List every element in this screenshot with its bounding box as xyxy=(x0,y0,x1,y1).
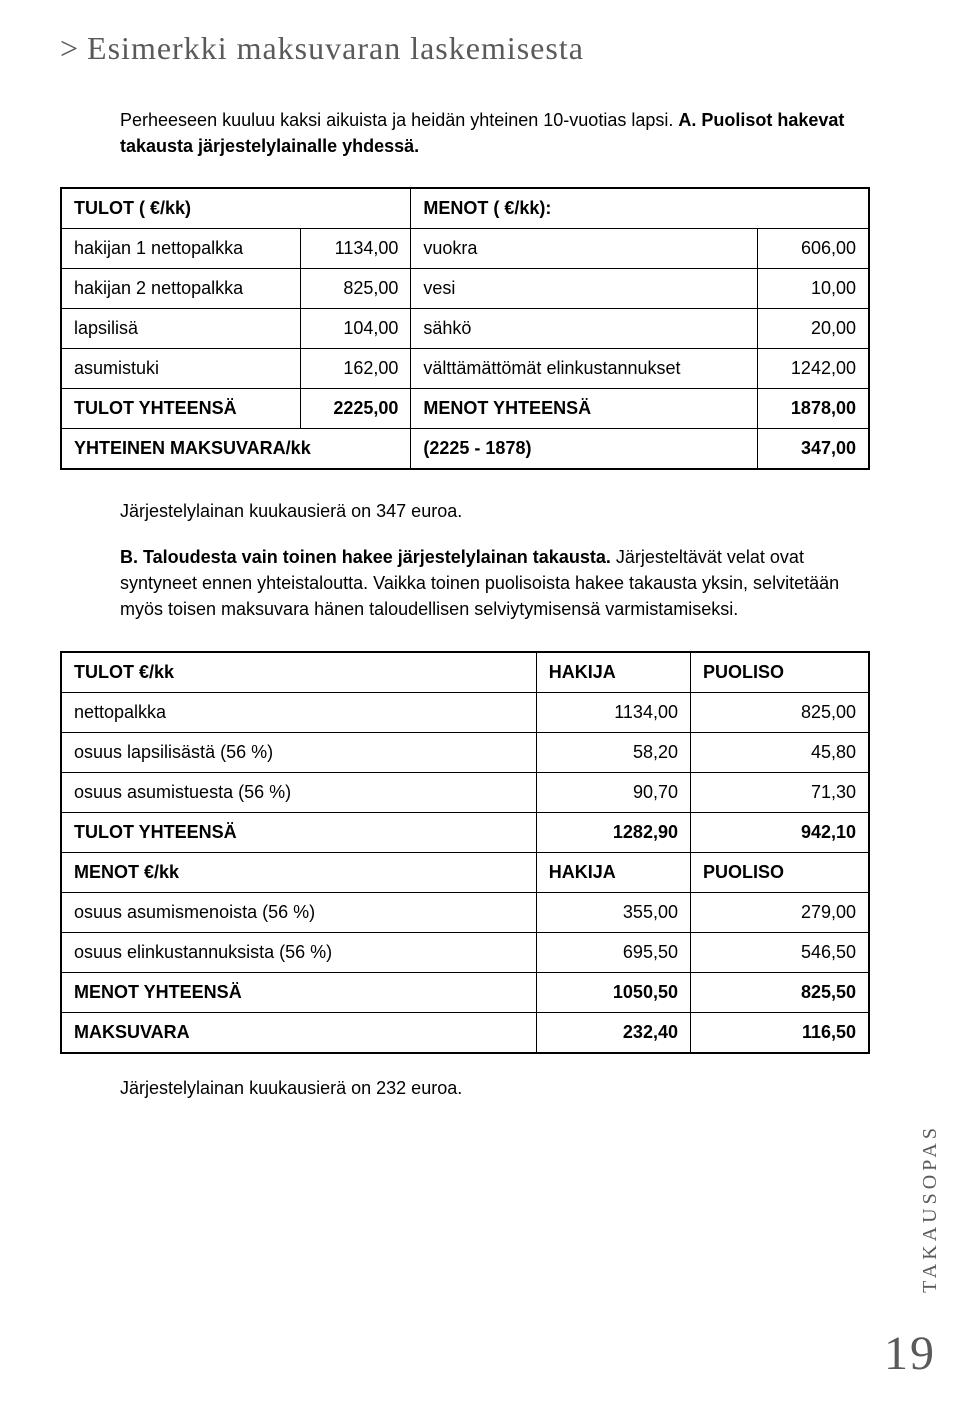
table-row-summary: YHTEINEN MAKSUVARA/kk (2225 - 1878) 347,… xyxy=(61,429,869,470)
cell-total-label: MENOT YHTEENSÄ xyxy=(411,389,758,429)
cell-value: 695,50 xyxy=(536,932,690,972)
intro-text: Perheeseen kuuluu kaksi aikuista ja heid… xyxy=(120,110,678,130)
cell-summary-calc: (2225 - 1878) xyxy=(411,429,758,470)
cell-value: 116,50 xyxy=(690,1012,869,1053)
t1-right-header: MENOT ( €/kk): xyxy=(411,188,869,229)
closing-text: Järjestelylainan kuukausierä on 232 euro… xyxy=(120,1078,870,1099)
cell-header: MENOT €/kk xyxy=(61,852,536,892)
cell-label: lapsilisä xyxy=(61,309,300,349)
table-row: osuus lapsilisästä (56 %) 58,20 45,80 xyxy=(61,732,869,772)
cell-value: 1134,00 xyxy=(536,692,690,732)
table-row: hakijan 2 nettopalkka 825,00 vesi 10,00 xyxy=(61,269,869,309)
cell-total-value: 2225,00 xyxy=(300,389,411,429)
table-row-total: MENOT YHTEENSÄ 1050,50 825,50 xyxy=(61,972,869,1012)
cell-value: 1134,00 xyxy=(300,229,411,269)
cell-value: 942,10 xyxy=(690,812,869,852)
cell-value: 825,50 xyxy=(690,972,869,1012)
mid-bold: B. Taloudesta vain toinen hakee järjeste… xyxy=(120,547,611,567)
table-row: hakijan 1 nettopalkka 1134,00 vuokra 606… xyxy=(61,229,869,269)
table-example-a: TULOT ( €/kk) MENOT ( €/kk): hakijan 1 n… xyxy=(60,187,870,470)
cell-label: asumistuki xyxy=(61,349,300,389)
cell-header: HAKIJA xyxy=(536,852,690,892)
table-row: osuus asumismenoista (56 %) 355,00 279,0… xyxy=(61,892,869,932)
cell-total-label: TULOT YHTEENSÄ xyxy=(61,389,300,429)
cell-value: 1282,90 xyxy=(536,812,690,852)
cell-value: 104,00 xyxy=(300,309,411,349)
intro-paragraph: Perheeseen kuuluu kaksi aikuista ja heid… xyxy=(120,107,870,159)
cell-value: 20,00 xyxy=(758,309,869,349)
table-row: lapsilisä 104,00 sähkö 20,00 xyxy=(61,309,869,349)
cell-value: 279,00 xyxy=(690,892,869,932)
table-row: nettopalkka 1134,00 825,00 xyxy=(61,692,869,732)
title-text: Esimerkki maksuvaran laskemisesta xyxy=(87,30,584,66)
cell-label: TULOT YHTEENSÄ xyxy=(61,812,536,852)
table-row-header: MENOT €/kk HAKIJA PUOLISO xyxy=(61,852,869,892)
table-row-summary: MAKSUVARA 232,40 116,50 xyxy=(61,1012,869,1053)
table-row: asumistuki 162,00 välttämättömät elinkus… xyxy=(61,349,869,389)
cell-value: 90,70 xyxy=(536,772,690,812)
cell-value: 162,00 xyxy=(300,349,411,389)
table-row: osuus asumistuesta (56 %) 90,70 71,30 xyxy=(61,772,869,812)
cell-label: hakijan 1 nettopalkka xyxy=(61,229,300,269)
cell-value: 71,30 xyxy=(690,772,869,812)
cell-value: 1050,50 xyxy=(536,972,690,1012)
cell-header: TULOT €/kk xyxy=(61,652,536,693)
table-row-header: TULOT €/kk HAKIJA PUOLISO xyxy=(61,652,869,693)
cell-summary-value: 347,00 xyxy=(758,429,869,470)
cell-value: 606,00 xyxy=(758,229,869,269)
cell-label: sähkö xyxy=(411,309,758,349)
cell-value: 1242,00 xyxy=(758,349,869,389)
cell-value: 232,40 xyxy=(536,1012,690,1053)
cell-header: HAKIJA xyxy=(536,652,690,693)
table-row-total: TULOT YHTEENSÄ 1282,90 942,10 xyxy=(61,812,869,852)
side-label: TAKAUSOPAS xyxy=(919,1124,942,1293)
cell-value: 58,20 xyxy=(536,732,690,772)
cell-value: 10,00 xyxy=(758,269,869,309)
cell-value: 355,00 xyxy=(536,892,690,932)
page-number: 19 xyxy=(884,1326,936,1381)
cell-label: nettopalkka xyxy=(61,692,536,732)
cell-label: osuus asumistuesta (56 %) xyxy=(61,772,536,812)
cell-value: 825,00 xyxy=(690,692,869,732)
table-row-total: TULOT YHTEENSÄ 2225,00 MENOT YHTEENSÄ 18… xyxy=(61,389,869,429)
cell-label: osuus lapsilisästä (56 %) xyxy=(61,732,536,772)
cell-label: osuus elinkustannuksista (56 %) xyxy=(61,932,536,972)
cell-label: hakijan 2 nettopalkka xyxy=(61,269,300,309)
cell-summary-label: YHTEINEN MAKSUVARA/kk xyxy=(61,429,411,470)
mid-para2: B. Taloudesta vain toinen hakee järjeste… xyxy=(120,544,870,622)
cell-total-value: 1878,00 xyxy=(758,389,869,429)
cell-label: vesi xyxy=(411,269,758,309)
cell-value: 546,50 xyxy=(690,932,869,972)
page-title: >Esimerkki maksuvaran laskemisesta xyxy=(60,30,870,67)
cell-header: PUOLISO xyxy=(690,852,869,892)
cell-value: 45,80 xyxy=(690,732,869,772)
cell-label: MENOT YHTEENSÄ xyxy=(61,972,536,1012)
mid-line1: Järjestelylainan kuukausierä on 347 euro… xyxy=(120,498,870,524)
cell-label: välttämättömät elinkustannukset xyxy=(411,349,758,389)
table-row: osuus elinkustannuksista (56 %) 695,50 5… xyxy=(61,932,869,972)
cell-value: 825,00 xyxy=(300,269,411,309)
table-example-b: TULOT €/kk HAKIJA PUOLISO nettopalkka 11… xyxy=(60,651,870,1054)
cell-label: vuokra xyxy=(411,229,758,269)
cell-label: osuus asumismenoista (56 %) xyxy=(61,892,536,932)
chevron-icon: > xyxy=(60,30,79,66)
mid-paragraph: Järjestelylainan kuukausierä on 347 euro… xyxy=(120,498,870,622)
t1-left-header: TULOT ( €/kk) xyxy=(61,188,411,229)
cell-label: MAKSUVARA xyxy=(61,1012,536,1053)
cell-header: PUOLISO xyxy=(690,652,869,693)
